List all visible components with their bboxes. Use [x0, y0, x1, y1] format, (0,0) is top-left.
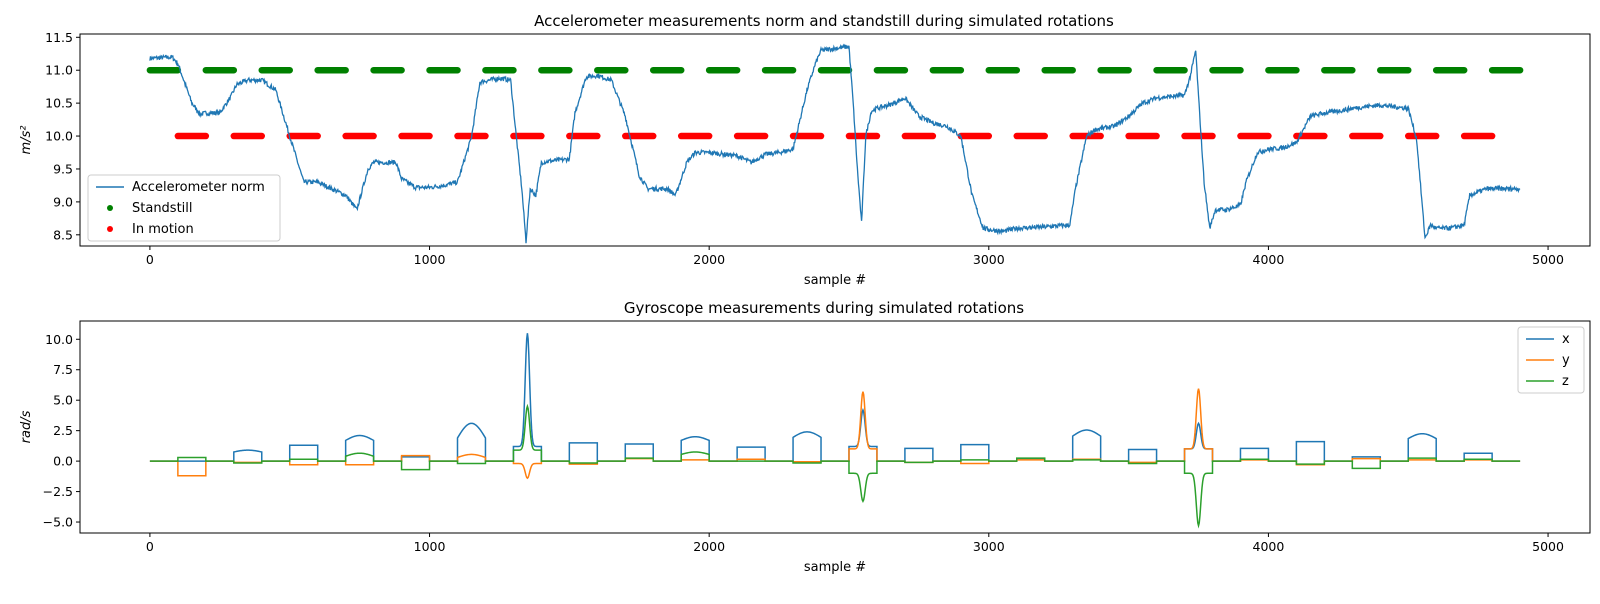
y-tick-label: 0.0: [53, 454, 73, 469]
x-tick-label: 2000: [693, 252, 725, 267]
y-tick-label: −5.0: [43, 515, 73, 530]
accelerometer-legend-box: [87, 174, 281, 242]
x-tick-label: 5000: [1532, 252, 1564, 267]
accelerometer-x-axis-label: sample #: [804, 273, 866, 288]
y-tick-label: 8.5: [53, 227, 73, 242]
x-tick-label: 1000: [414, 252, 446, 267]
x-tick-label: 3000: [973, 252, 1005, 267]
gyroscope-legend: x y z: [1517, 326, 1585, 394]
x-tick-label: 0: [146, 252, 154, 267]
x-tick-label: 2000: [693, 539, 725, 554]
gyroscope-plot-frame: [79, 320, 1591, 534]
accelerometer-norm-line: [149, 43, 1521, 244]
gyroscope-chart: Gyroscope measurements during simulated …: [19, 299, 1591, 575]
legend-y: y: [1562, 353, 1570, 368]
gyroscope-x-line: [149, 333, 1521, 462]
x-tick-label: 4000: [1253, 539, 1285, 554]
accelerometer-chart: Accelerometer measurements norm and stan…: [19, 12, 1591, 288]
y-tick-label: −2.5: [43, 484, 73, 499]
legend-accelerometer-norm: Accelerometer norm: [132, 180, 265, 195]
x-tick-label: 5000: [1532, 539, 1564, 554]
x-tick-label: 3000: [973, 539, 1005, 554]
accelerometer-legend: Accelerometer norm Standstill In motion: [87, 174, 281, 242]
legend-in-motion: In motion: [132, 222, 194, 237]
gyroscope-x-axis-label: sample #: [804, 560, 866, 575]
y-tick-label: 10.0: [45, 129, 73, 144]
legend-in-motion-swatch: [107, 226, 113, 232]
gyroscope-y-axis-label: rad/s: [19, 410, 34, 443]
x-tick-label: 4000: [1253, 252, 1285, 267]
accelerometer-chart-title: Accelerometer measurements norm and stan…: [534, 12, 1114, 30]
legend-z: z: [1562, 374, 1569, 389]
y-tick-label: 10.0: [45, 332, 73, 347]
x-tick-label: 0: [146, 539, 154, 554]
gyroscope-z-line: [149, 403, 1521, 529]
legend-standstill-swatch: [107, 205, 113, 211]
legend-standstill: Standstill: [132, 201, 193, 216]
accelerometer-plot-frame: [79, 33, 1591, 247]
y-tick-label: 10.5: [45, 96, 73, 111]
gyroscope-chart-title: Gyroscope measurements during simulated …: [624, 299, 1024, 317]
legend-x: x: [1562, 332, 1570, 347]
y-tick-label: 11.0: [45, 63, 73, 78]
y-tick-label: 5.0: [53, 393, 73, 408]
y-tick-label: 9.0: [53, 194, 73, 209]
x-tick-label: 1000: [414, 539, 446, 554]
accelerometer-y-axis-label: m/s²: [19, 125, 34, 154]
y-tick-label: 2.5: [53, 423, 73, 438]
y-tick-label: 11.5: [45, 30, 73, 45]
y-tick-label: 9.5: [53, 161, 73, 176]
y-tick-label: 7.5: [53, 362, 73, 377]
